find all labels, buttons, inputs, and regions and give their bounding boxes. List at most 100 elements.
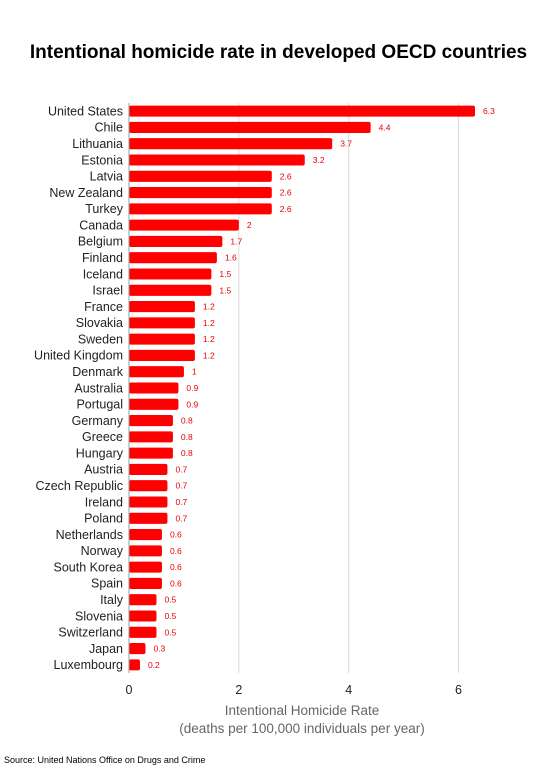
bar xyxy=(129,349,195,361)
category-label: Austria xyxy=(84,463,123,477)
bar xyxy=(129,235,223,247)
category-label: South Korea xyxy=(54,560,124,574)
category-label: Turkey xyxy=(85,202,123,216)
category-label: Iceland xyxy=(83,267,123,281)
bar xyxy=(129,463,168,475)
value-label: 1.5 xyxy=(219,285,231,295)
bar xyxy=(129,594,157,606)
category-label: New Zealand xyxy=(49,186,123,200)
bar xyxy=(129,333,195,345)
chart-title: Intentional homicide rate in developed O… xyxy=(29,42,528,63)
value-label: 1.2 xyxy=(203,302,215,312)
x-tick-label: 4 xyxy=(345,683,352,697)
category-label: United Kingdom xyxy=(34,349,123,363)
value-label: 3.2 xyxy=(313,155,325,165)
value-label: 3.7 xyxy=(340,139,352,149)
value-label: 1.5 xyxy=(219,269,231,279)
category-label: Finland xyxy=(82,251,123,265)
category-label: Greece xyxy=(82,430,123,444)
bar xyxy=(129,105,475,117)
value-label: 0.8 xyxy=(181,432,193,442)
category-label: Chile xyxy=(95,121,124,135)
value-label: 0.8 xyxy=(181,448,193,458)
value-label: 0.9 xyxy=(186,383,198,393)
category-label: Portugal xyxy=(76,398,123,412)
bar xyxy=(129,187,272,199)
value-label: 0.6 xyxy=(170,530,182,540)
x-tick-label: 2 xyxy=(235,683,242,697)
value-label: 4.4 xyxy=(379,122,391,132)
bar xyxy=(129,138,333,150)
category-label: Lithuania xyxy=(72,137,123,151)
value-label: 2.6 xyxy=(280,171,292,181)
bar xyxy=(129,366,184,378)
bar xyxy=(129,203,272,215)
bar xyxy=(129,577,162,589)
category-label: Canada xyxy=(79,218,123,232)
bar xyxy=(129,268,212,280)
category-label: Czech Republic xyxy=(35,479,123,493)
value-label: 0.6 xyxy=(170,546,182,556)
bar xyxy=(129,512,168,524)
bar xyxy=(129,480,168,492)
category-label: Latvia xyxy=(90,170,123,184)
category-label: Germany xyxy=(72,414,124,428)
category-label: Luxembourg xyxy=(54,658,124,672)
bar xyxy=(129,610,157,622)
bar xyxy=(129,154,305,166)
x-axis-title-line-2: (deaths per 100,000 individuals per year… xyxy=(179,721,424,736)
value-labels: 6.3 4.4 3.7 3.2 2.6 2.6 2.6 2 1.7 1.6 1.5 1.5 1.2 1.2… xyxy=(148,106,495,670)
bar xyxy=(129,643,146,655)
value-label: 0.5 xyxy=(164,595,176,605)
category-label: Norway xyxy=(81,544,124,558)
bar xyxy=(129,252,217,264)
category-label: Japan xyxy=(89,642,123,656)
category-labels: United States Chile Lithuania Estonia Latvia… xyxy=(34,104,124,672)
value-label: 0.6 xyxy=(170,578,182,588)
bar xyxy=(129,382,179,394)
category-label: United States xyxy=(48,104,123,118)
value-label: 1.7 xyxy=(230,236,242,246)
value-label: 1 xyxy=(192,367,197,377)
bar xyxy=(129,284,212,296)
category-label: France xyxy=(84,300,123,314)
category-label: Belgium xyxy=(78,235,123,249)
category-label: Slovenia xyxy=(75,609,123,623)
value-label: 0.7 xyxy=(175,513,187,523)
value-label: 0.6 xyxy=(170,562,182,572)
value-label: 2.6 xyxy=(280,204,292,214)
value-label: 0.7 xyxy=(175,481,187,491)
value-label: 2.6 xyxy=(280,188,292,198)
bar xyxy=(129,415,173,427)
bar xyxy=(129,431,173,443)
category-label: Poland xyxy=(84,512,123,526)
bars xyxy=(129,105,475,671)
value-label: 0.8 xyxy=(181,416,193,426)
value-label: 1.2 xyxy=(203,350,215,360)
value-label: 0.7 xyxy=(175,497,187,507)
category-label: Hungary xyxy=(76,446,124,460)
category-label: Australia xyxy=(74,381,123,395)
value-label: 1.2 xyxy=(203,334,215,344)
value-label: 0.9 xyxy=(186,399,198,409)
gridlines xyxy=(238,103,460,673)
bar xyxy=(129,121,371,133)
value-label: 0.2 xyxy=(148,660,160,670)
bar xyxy=(129,398,179,410)
bar xyxy=(129,529,162,541)
bar xyxy=(129,626,157,638)
value-label: 0.7 xyxy=(175,464,187,474)
x-tick-label: 6 xyxy=(455,683,462,697)
bar xyxy=(129,219,239,231)
value-label: 0.5 xyxy=(164,611,176,621)
bar xyxy=(129,447,173,459)
value-label: 1.6 xyxy=(225,253,237,263)
value-label: 0.3 xyxy=(153,644,165,654)
value-label: 1.2 xyxy=(203,318,215,328)
category-label: Estonia xyxy=(81,153,123,167)
x-axis-title-line-1: Intentional Homicide Rate xyxy=(225,703,380,718)
category-label: Netherlands xyxy=(56,528,123,542)
category-label: Ireland xyxy=(85,495,123,509)
bar xyxy=(129,317,195,329)
